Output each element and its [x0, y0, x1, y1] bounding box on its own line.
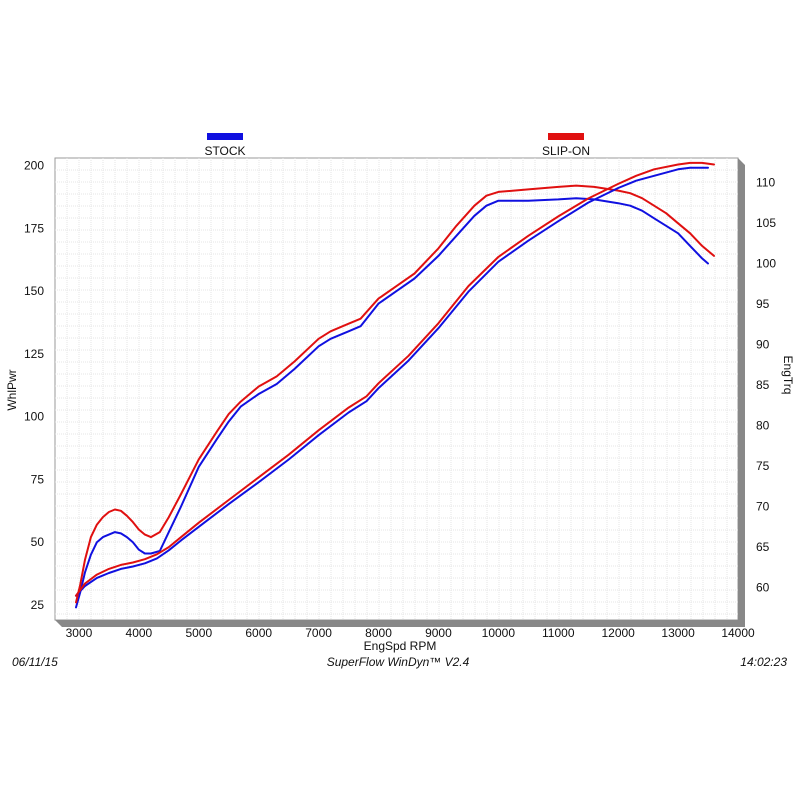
legend: STOCK SLIP-ON	[204, 133, 590, 158]
y-left-tick-label: 50	[31, 535, 45, 549]
x-tick-label: 12000	[601, 626, 635, 640]
y-left-tick-label: 100	[24, 410, 44, 424]
series-layer	[75, 161, 715, 609]
x-tick-label: 3000	[66, 626, 93, 640]
y-left-tick-label: 75	[31, 472, 45, 486]
y-left-axis-title: WhlPwr	[5, 369, 19, 410]
y-left-tick-label: 175	[24, 221, 44, 235]
legend-swatch-stock	[207, 133, 243, 140]
y-right-tick-label: 70	[756, 500, 770, 514]
y-right-tick-label: 90	[756, 337, 770, 351]
y-left-tick-label: 25	[31, 598, 45, 612]
legend-swatch-slip-on	[548, 133, 584, 140]
x-tick-label: 5000	[185, 626, 212, 640]
legend-label-stock: STOCK	[204, 144, 245, 158]
y-left-tick-label: 125	[24, 347, 44, 361]
y-right-tick-label: 85	[756, 378, 770, 392]
plot-background	[54, 157, 739, 621]
y-right-tick-label: 65	[756, 540, 770, 554]
x-tick-label: 14000	[721, 626, 755, 640]
footer-date: 06/11/15	[12, 655, 58, 669]
legend-label-slip-on: SLIP-ON	[542, 144, 590, 158]
y-left-tick-label: 150	[24, 284, 44, 298]
x-tick-label: 6000	[245, 626, 272, 640]
y-right-tick-label: 110	[756, 175, 775, 189]
y-right-tick-label: 75	[756, 459, 770, 473]
series-line-stock-whlpwr	[75, 197, 709, 609]
x-tick-label: 13000	[661, 626, 695, 640]
series-line-stock-engtrq	[75, 166, 709, 597]
x-axis-title: EngSpd RPM	[364, 639, 437, 653]
x-tick-label: 11000	[542, 626, 575, 640]
y-right-tick-label: 95	[756, 297, 770, 311]
footer-software: SuperFlow WinDyn™ V2.4	[327, 655, 470, 669]
y-right-tick-label: 60	[756, 581, 770, 595]
x-tick-label: 8000	[365, 626, 392, 640]
y-right-tick-label: 105	[756, 216, 776, 230]
y-left-tick-label: 200	[24, 159, 44, 173]
y-left-axis-ticks: 25 50 75 100 125 150 175 200	[24, 159, 44, 612]
footer-time: 14:02:23	[740, 655, 787, 669]
x-tick-label: 4000	[126, 626, 153, 640]
y-right-axis-title: EngTrq	[781, 356, 795, 395]
y-right-tick-label: 80	[756, 418, 770, 432]
series-line-slip-on-engtrq	[75, 161, 715, 597]
x-tick-label: 7000	[305, 626, 332, 640]
grid-lines	[55, 158, 738, 620]
x-axis-ticks: 3000 4000 5000 6000 7000 8000 9000 10000 11000 12…	[66, 626, 755, 640]
y-right-axis-ticks: 60 65 70 75 80 85 90 95 100 105 110	[756, 175, 776, 594]
series-line-slip-on-whlpwr	[75, 184, 715, 604]
x-tick-label: 9000	[425, 626, 452, 640]
y-right-tick-label: 100	[756, 256, 776, 270]
x-tick-label: 10000	[482, 626, 516, 640]
